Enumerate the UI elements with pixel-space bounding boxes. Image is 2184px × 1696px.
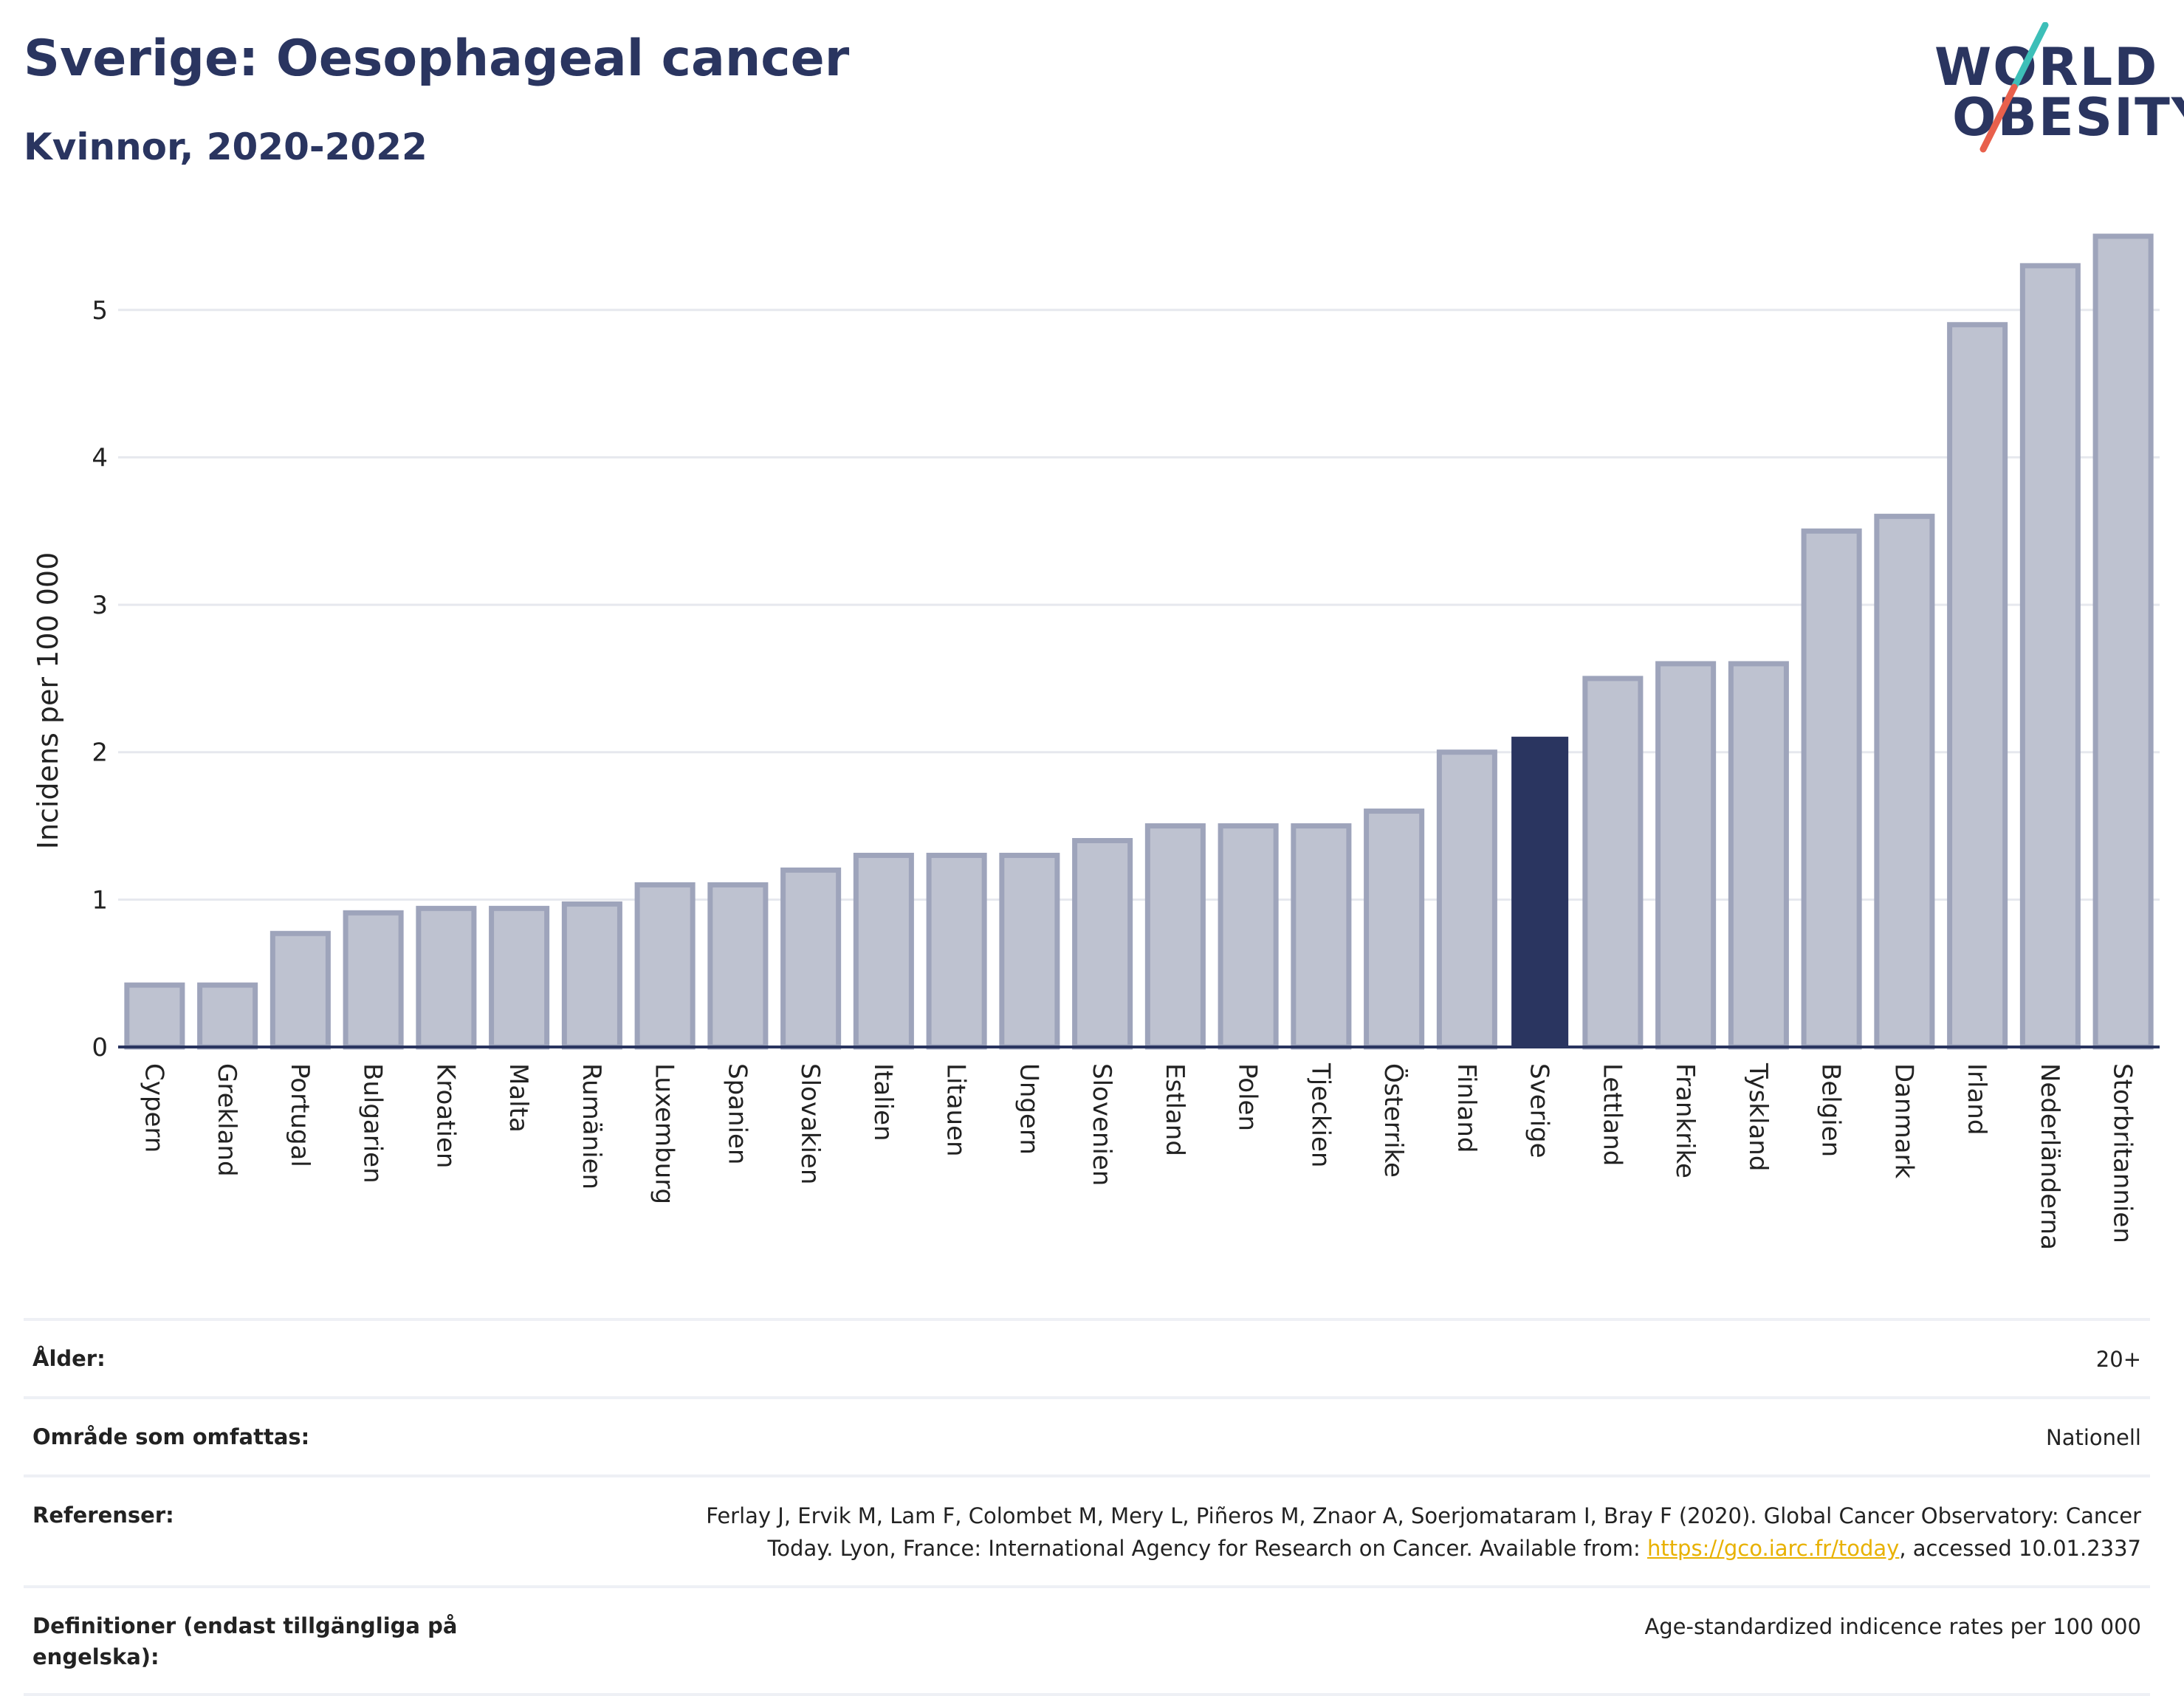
meta-row-references: Referenser: Ferlay J, Ervik M, Lam F, Co… (24, 1474, 2150, 1585)
bar-rumänien (561, 901, 622, 1050)
x-tick-label: Nederländerna (2035, 1063, 2064, 1250)
x-tick-label: Österrike (1378, 1063, 1409, 1178)
x-tick-label: Lettland (1597, 1063, 1627, 1166)
bars (124, 233, 2154, 1050)
age-value: 20+ (2095, 1347, 2141, 1372)
world-obesity-logo: WORLD OBESITY (1920, 22, 2184, 155)
x-tick-label: Ungern (1014, 1063, 1043, 1155)
x-tick-label: Portugal (285, 1063, 315, 1167)
y-tick-label: 3 (92, 591, 108, 620)
metadata-table: Ålder: 20+ Område som omfattas: Nationel… (24, 1318, 2150, 1696)
bar-storbritannien (2092, 233, 2154, 1050)
x-tick-label: Slovakien (795, 1063, 825, 1184)
bar-irland (1947, 322, 2008, 1050)
bar-lettland (1582, 676, 1644, 1050)
definitions-value: Age-standardized indicence rates per 100… (1644, 1614, 2141, 1639)
x-tick-label: Kroatien (430, 1063, 460, 1168)
x-tick-label: Sverige (1525, 1063, 1554, 1158)
bar-ungern (999, 852, 1060, 1050)
y-tick-label: 0 (92, 1033, 108, 1062)
bar-estland (1144, 823, 1206, 1050)
x-tick-label: Storbritannien (2108, 1063, 2137, 1243)
x-tick-label: Malta (504, 1063, 533, 1133)
y-axis-ticks: 0 1 2 3 4 5 (92, 296, 108, 1062)
meta-row-age: Ålder: 20+ (24, 1318, 2150, 1396)
x-tick-label: Frankrike (1670, 1063, 1700, 1178)
x-tick-label: Spanien (722, 1063, 752, 1164)
bar-polen (1218, 823, 1279, 1050)
x-tick-label: Danmark (1889, 1063, 1918, 1178)
bar-kroatien (416, 905, 477, 1050)
bar-tyskland (1728, 661, 1789, 1050)
coverage-label: Område som omfattas: (32, 1424, 310, 1449)
bar-danmark (1874, 513, 1935, 1050)
x-tick-label: Belgien (1816, 1063, 1846, 1157)
bar-malta (489, 905, 550, 1050)
page-subtitle: Kvinnor, 2020-2022 (24, 126, 427, 168)
x-tick-label: Tyskland (1743, 1062, 1773, 1171)
bar-tjeckien (1291, 823, 1352, 1050)
bar-finland (1436, 749, 1497, 1050)
x-tick-label: Litauen (941, 1063, 971, 1157)
bar-nederländerna (2019, 263, 2081, 1050)
y-tick-label: 2 (92, 738, 108, 768)
x-tick-label: Rumänien (577, 1063, 606, 1189)
x-tick-label: Polen (1233, 1063, 1263, 1131)
x-tick-label: Finland (1452, 1063, 1481, 1153)
bar-portugal (269, 930, 331, 1050)
y-tick-label: 1 (92, 885, 108, 915)
references-link[interactable]: https://gco.iarc.fr/today (1646, 1536, 1900, 1561)
references-line2-post: , accessed 10.01.2337 (1899, 1536, 2141, 1561)
bar-slovenien (1072, 838, 1133, 1050)
y-axis-title: Incidens per 100 000 (32, 552, 64, 850)
references-line1: Ferlay J, Ervik M, Lam F, Colombet M, Me… (706, 1503, 2141, 1528)
page-title: Sverige: Oesophageal cancer (24, 30, 850, 88)
bar-belgien (1801, 528, 1862, 1050)
x-tick-label: Estland (1160, 1063, 1189, 1156)
age-label: Ålder: (32, 1346, 106, 1371)
definitions-label: Definitioner (endast tillgängliga på eng… (32, 1613, 458, 1669)
logo-text-world: WORLD (1934, 37, 2159, 97)
x-tick-label: Slovenien (1087, 1063, 1116, 1186)
coverage-value: Nationell (2046, 1425, 2141, 1450)
bar-italien (853, 852, 914, 1050)
meta-row-coverage: Område som omfattas: Nationell (24, 1396, 2150, 1474)
x-tick-label: Luxemburg (650, 1063, 679, 1204)
x-tick-label: Italien (868, 1063, 898, 1141)
bar-bulgarien (343, 910, 404, 1050)
x-axis-labels: Cypern Grekland Portugal Bulgarien Kroatien M… (139, 1062, 2137, 1250)
x-tick-label: Cypern (139, 1063, 168, 1153)
bar-slovakien (780, 867, 842, 1050)
bar-chart: 0 1 2 3 4 5 Cypern Grekland Portugal Bulgarien Kr… (32, 233, 2160, 1250)
bar-frankrike (1655, 661, 1717, 1050)
bar-cypern (124, 982, 185, 1050)
x-tick-label: Bulgarien (358, 1063, 388, 1184)
bar-litauen (926, 852, 987, 1050)
bar-spanien (707, 882, 769, 1050)
references-line2-pre: Today. Lyon, France: International Agenc… (767, 1536, 1647, 1561)
bar-grekland (197, 982, 258, 1050)
y-tick-label: 5 (92, 296, 108, 326)
x-tick-label: Tjeckien (1305, 1062, 1335, 1167)
references-value: Ferlay J, Ervik M, Lam F, Colombet M, Me… (591, 1500, 2141, 1565)
references-label: Referenser: (32, 1503, 174, 1528)
logo-slash-icon (1979, 22, 2049, 153)
bar-österrike (1364, 808, 1425, 1050)
bar-sverige (1511, 736, 1569, 1048)
y-tick-label: 4 (92, 443, 108, 473)
x-tick-label: Irland (1962, 1063, 1991, 1135)
x-tick-label: Grekland (212, 1063, 241, 1177)
bar-luxemburg (634, 882, 696, 1050)
meta-row-definitions: Definitioner (endast tillgängliga på eng… (24, 1585, 2150, 1696)
